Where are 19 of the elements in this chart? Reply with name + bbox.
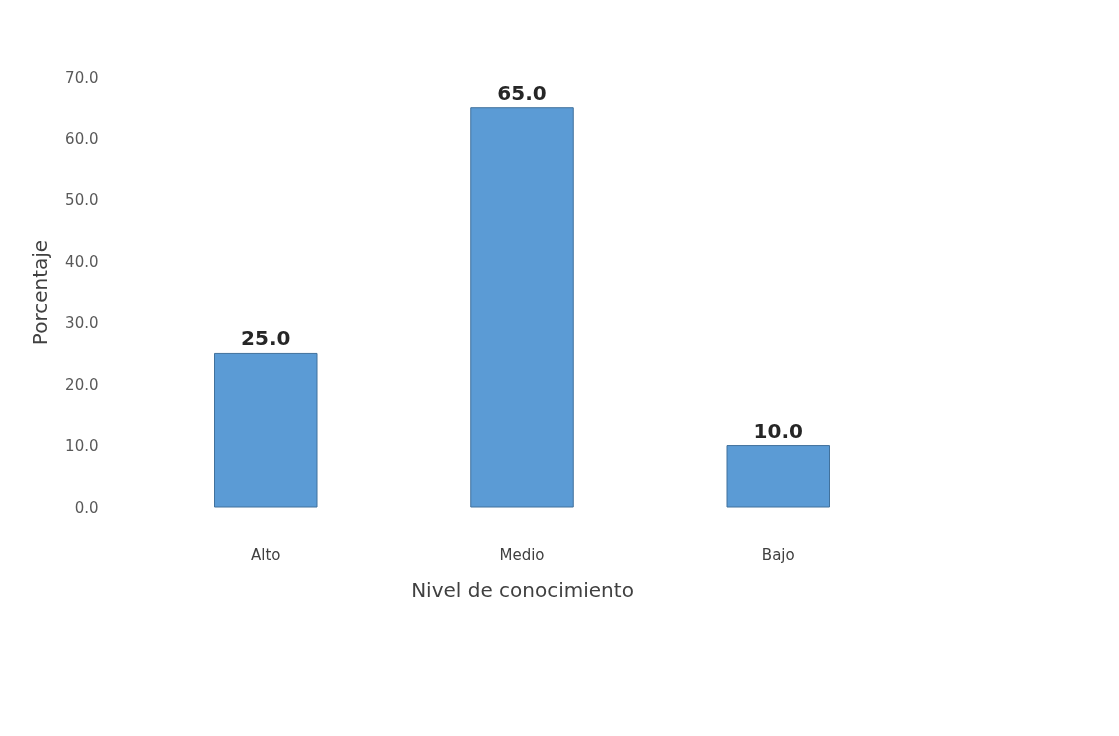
y-tick-label: 10.0 bbox=[65, 437, 99, 456]
y-tick-label: 70.0 bbox=[65, 68, 99, 87]
y-tick-label: 50.0 bbox=[65, 191, 99, 210]
x-axis-title: Nivel de conocimiento bbox=[411, 577, 634, 602]
bar bbox=[470, 107, 574, 508]
bar bbox=[214, 352, 318, 508]
data-label: 10.0 bbox=[753, 418, 803, 443]
data-label: 65.0 bbox=[497, 80, 547, 105]
y-tick-label: 0.0 bbox=[74, 498, 99, 517]
y-axis-title: Porcentaje bbox=[28, 239, 53, 346]
data-label: 25.0 bbox=[241, 326, 291, 351]
y-tick-label: 60.0 bbox=[65, 129, 99, 148]
y-tick-label: 40.0 bbox=[65, 252, 99, 271]
y-tick-label: 20.0 bbox=[65, 375, 99, 394]
x-tick-label: Alto bbox=[251, 545, 281, 564]
x-tick-label: Bajo bbox=[761, 545, 795, 564]
x-tick-label: Medio bbox=[499, 545, 545, 564]
bar bbox=[726, 445, 830, 508]
y-tick-label: 30.0 bbox=[65, 314, 99, 333]
